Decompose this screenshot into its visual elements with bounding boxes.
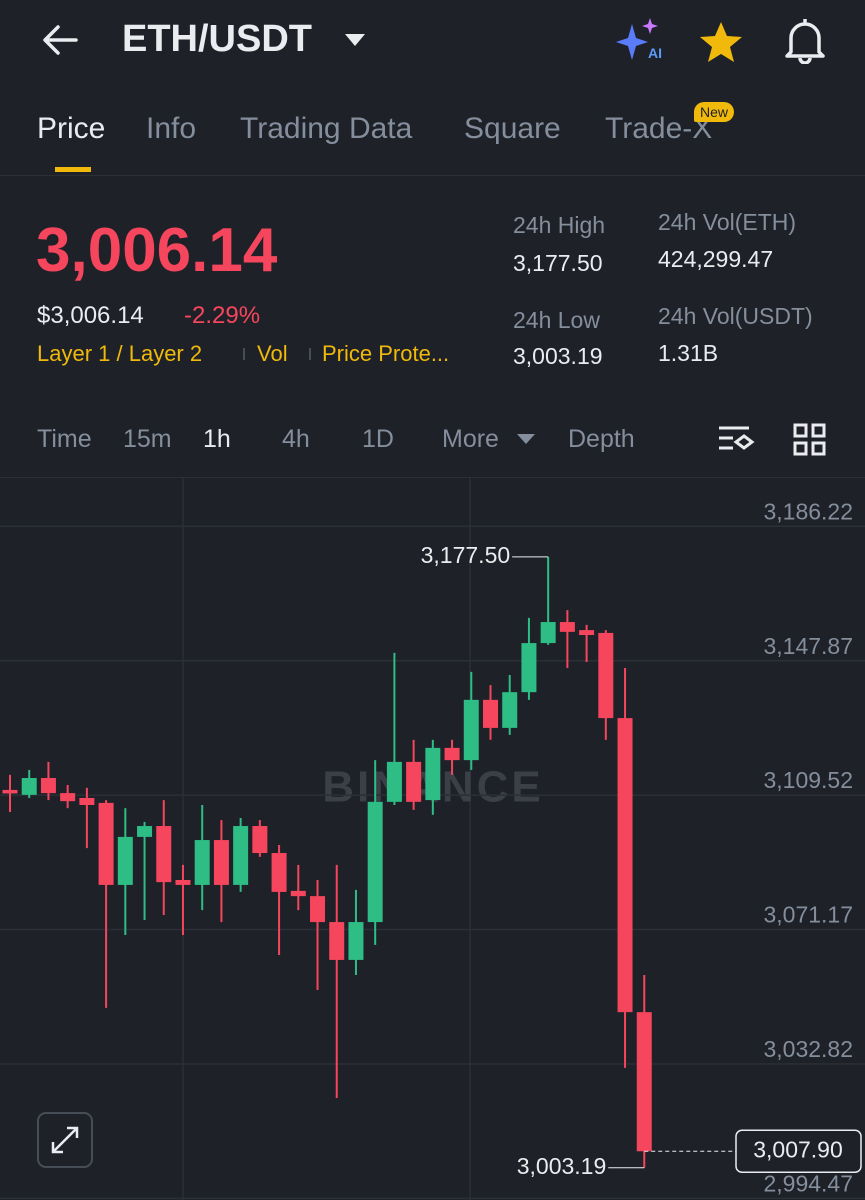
- candle-body: [290, 890, 306, 897]
- y-tick-label: 3,186.22: [763, 498, 853, 524]
- candle-body: [40, 778, 56, 794]
- favorite-star[interactable]: [698, 20, 744, 64]
- stat-value: 424,299.47: [658, 246, 774, 272]
- chart: BINANCE3,186.223,147.873,109.523,071.173…: [0, 478, 865, 1200]
- candle-body: [521, 643, 537, 693]
- price-usd: $3,006.14: [37, 302, 144, 329]
- annotation-label: 3,003.19: [517, 1153, 607, 1179]
- candle-body: [233, 826, 249, 885]
- pair-title[interactable]: ETH/USDT: [122, 18, 312, 60]
- annotation-label: 3,177.50: [421, 542, 511, 568]
- candle-body: [213, 840, 229, 885]
- ai-badge: AI: [648, 45, 662, 61]
- candle-body: [367, 801, 383, 923]
- separator: [309, 348, 311, 360]
- y-tick-label: 3,071.17: [763, 902, 853, 928]
- candle-body: [598, 632, 614, 719]
- divider: [0, 175, 865, 176]
- stat-label: 24h Low: [513, 307, 600, 333]
- candle-body: [463, 699, 479, 761]
- tag[interactable]: Layer 1 / Layer 2: [37, 341, 203, 366]
- interval[interactable]: 4h: [282, 425, 310, 453]
- divider: [0, 477, 865, 478]
- bell-icon[interactable]: [782, 16, 828, 64]
- stat-value: 3,003.19: [513, 343, 603, 369]
- candle-body: [194, 840, 210, 885]
- interval[interactable]: Time: [37, 425, 92, 453]
- fullscreen-button[interactable]: [37, 1112, 93, 1168]
- interval[interactable]: 1D: [362, 425, 394, 453]
- tag[interactable]: Price Prote...: [322, 341, 450, 366]
- candle-body: [310, 896, 326, 923]
- interval[interactable]: Depth: [568, 425, 635, 453]
- indicator-settings[interactable]: [716, 422, 756, 458]
- tag[interactable]: Vol: [257, 341, 288, 366]
- y-tick-label: 3,032.82: [763, 1036, 853, 1062]
- interval[interactable]: 1h: [203, 425, 231, 453]
- tab[interactable]: Info: [146, 112, 197, 145]
- candle-body: [502, 692, 518, 728]
- candle-body: [406, 761, 422, 802]
- candle-body: [579, 630, 595, 636]
- last-price-label: 3,007.90: [753, 1136, 843, 1162]
- candle-body: [483, 699, 498, 728]
- candle-body: [425, 747, 441, 801]
- back-button[interactable]: [40, 22, 80, 58]
- candle-body: [386, 761, 402, 802]
- pair-dropdown[interactable]: [343, 32, 367, 48]
- stat-label: 24h High: [513, 212, 606, 238]
- ai-icon[interactable]: AI: [612, 16, 664, 64]
- tab-indicator: [55, 167, 91, 172]
- interval[interactable]: More: [442, 425, 499, 453]
- candle-body: [540, 622, 556, 644]
- candle-body: [559, 622, 575, 632]
- stat-label: 24h Vol(USDT): [658, 303, 813, 329]
- y-tick-label: 3,109.52: [763, 767, 853, 793]
- stat-label: 24h Vol(ETH): [658, 209, 797, 235]
- candle-body: [117, 836, 133, 885]
- last-price: 3,006.14: [36, 216, 278, 285]
- candle-body: [271, 853, 287, 892]
- interval[interactable]: 15m: [123, 425, 172, 453]
- candle-body: [348, 922, 364, 960]
- candle-body: [617, 718, 633, 1013]
- candle-body: [252, 826, 268, 854]
- new-badge: New: [694, 102, 735, 122]
- price-change: -2.29%: [184, 302, 261, 329]
- y-tick-label: 3,147.87: [763, 633, 853, 659]
- candle-body: [98, 802, 114, 885]
- candle-body: [79, 797, 95, 806]
- layout-button[interactable]: [792, 422, 828, 458]
- separator: [243, 348, 245, 360]
- stat-value: 1.31B: [658, 340, 719, 366]
- tab[interactable]: Trading Data: [240, 112, 413, 145]
- candle-body: [444, 747, 460, 761]
- candle-body: [175, 880, 191, 885]
- candle-body: [2, 789, 18, 794]
- more-caret: [517, 434, 535, 444]
- tab[interactable]: Square: [464, 112, 561, 145]
- last-price-box: [735, 1129, 862, 1174]
- candle-body: [60, 793, 76, 802]
- candle-body: [156, 826, 172, 883]
- candle-body: [137, 826, 153, 837]
- candle-body: [329, 922, 345, 960]
- stat-value: 3,177.50: [513, 250, 603, 276]
- candle-body: [636, 1012, 652, 1152]
- tab[interactable]: Price: [37, 112, 106, 145]
- y-tick-label: 2,994.47: [763, 1170, 853, 1196]
- candle-body: [21, 778, 37, 795]
